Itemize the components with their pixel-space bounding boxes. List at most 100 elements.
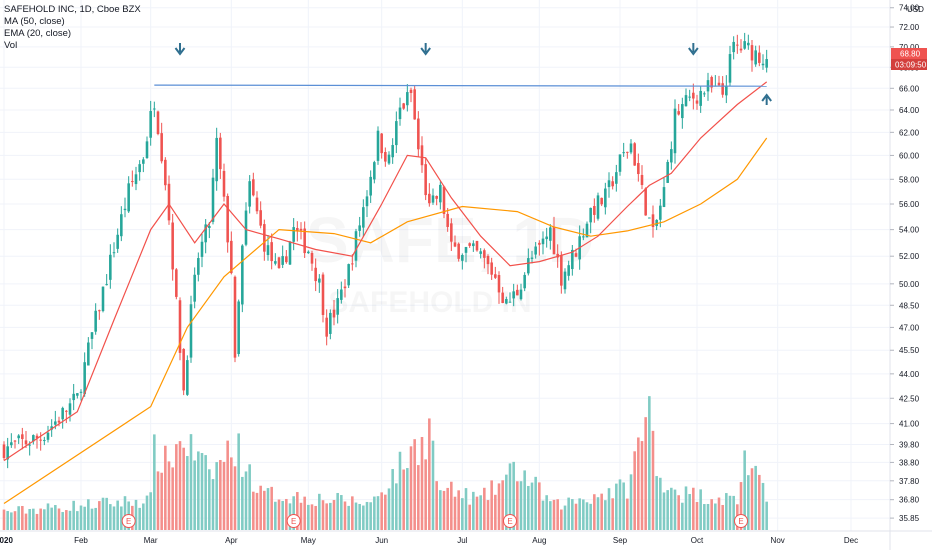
legend-symbol[interactable]: SAFEHOLD INC, 1D, Cboe BZX	[4, 4, 141, 15]
candle-body	[574, 253, 578, 257]
earnings-icon: E	[503, 514, 517, 528]
volume-bar	[391, 469, 394, 530]
candle-body	[310, 252, 314, 264]
candle-body	[189, 304, 193, 358]
candle-body	[215, 137, 218, 182]
price-tick-label: 37.80	[899, 477, 920, 486]
volume-bar	[270, 486, 273, 530]
volume-bar	[519, 481, 523, 530]
price-tick-label: 50.00	[899, 280, 920, 289]
earnings-icon: E	[734, 514, 748, 528]
volume-bar	[340, 495, 343, 530]
price-tick-label: 47.00	[899, 323, 920, 332]
volume-bar	[530, 482, 534, 530]
legend-vol[interactable]: Vol	[4, 40, 18, 51]
volume-bar	[369, 502, 372, 530]
price-tick-label: 44.00	[899, 370, 920, 379]
volume-bar	[105, 497, 108, 530]
volume-bar	[673, 489, 677, 530]
candle-body	[35, 435, 39, 439]
candle-body	[538, 242, 541, 245]
time-tick-label: Oct	[691, 536, 704, 545]
volume-bar	[354, 502, 358, 530]
volume-bar	[200, 453, 204, 530]
volume-bar	[241, 476, 244, 530]
volume-bar	[153, 434, 156, 530]
volume-bar	[358, 503, 361, 530]
candle-body	[57, 420, 61, 423]
candle-body	[376, 130, 380, 161]
time-tick-label: Jun	[375, 536, 388, 545]
volume-bar	[398, 451, 402, 530]
volume-bar	[413, 439, 416, 530]
volume-bar	[13, 511, 17, 530]
price-axis[interactable]: 74.0072.0070.0068.0066.0064.0062.0060.00…	[890, 4, 920, 523]
earnings-label: E	[507, 517, 512, 526]
candle-body	[244, 210, 248, 245]
candle-body	[651, 214, 655, 228]
candle-body	[398, 107, 402, 120]
candle-body	[72, 393, 75, 401]
volume-bar	[611, 498, 614, 530]
candle-body	[303, 228, 306, 254]
volume-bar	[750, 468, 754, 530]
volume-bar	[442, 490, 446, 530]
candle-body	[237, 301, 240, 355]
volume-bar	[395, 483, 398, 530]
volume-bar	[2, 509, 6, 530]
earnings-circle	[503, 514, 517, 528]
volume-bar	[743, 450, 746, 530]
volume-bar	[156, 471, 160, 530]
candle-body	[615, 172, 618, 184]
volume-bar	[76, 511, 79, 530]
volume-bar	[87, 499, 90, 530]
candle-body	[138, 164, 141, 173]
legend-ma[interactable]: MA (50, close)	[4, 16, 65, 27]
watermark: SAFE, 1D SAFEHOLD IN	[306, 204, 594, 319]
volume-bar	[725, 493, 728, 530]
volume-bar	[90, 508, 94, 530]
candle-body	[530, 257, 534, 259]
candle-body	[549, 227, 552, 241]
volume-bar	[706, 503, 710, 530]
candle-body	[508, 301, 512, 303]
candle-body	[725, 85, 728, 96]
volume-bar	[417, 465, 420, 530]
volume-bar	[494, 494, 497, 530]
candle-body	[325, 317, 328, 337]
volume-bar	[310, 504, 314, 530]
volume-bar	[204, 455, 207, 530]
volume-bar	[83, 506, 86, 530]
candle-body	[512, 291, 515, 299]
candle-body	[505, 299, 508, 304]
candle-body	[87, 342, 90, 366]
volume-bar	[380, 492, 383, 530]
candle-body	[428, 193, 431, 204]
volume-bar	[68, 510, 72, 530]
volume-bar	[24, 513, 28, 530]
candle-body	[32, 435, 35, 442]
time-axis[interactable]: 2020 Feb Mar Apr May Jun Jul Aug Sep Oct Nov Dec	[0, 536, 858, 545]
legend-ema[interactable]: EMA (20, close)	[4, 28, 72, 39]
candle-body	[754, 50, 757, 65]
volume-bar	[739, 482, 743, 530]
volume-bar	[208, 469, 211, 530]
price-tick-label: 52.00	[899, 252, 920, 261]
volume-bar	[644, 417, 647, 530]
ma50-line	[3, 137, 768, 505]
candle-body	[541, 238, 545, 245]
candle-body	[761, 63, 765, 66]
candle-body	[142, 159, 145, 164]
volume-bar	[226, 440, 229, 530]
earnings-icon: E	[286, 514, 301, 528]
candle-body	[116, 234, 119, 249]
time-tick-label: 2020	[0, 536, 13, 545]
time-tick-label: Mar	[144, 536, 158, 545]
candle-body	[167, 183, 171, 221]
volume-bar	[545, 495, 548, 530]
candle-body	[39, 439, 42, 441]
price-tick-label: 48.50	[899, 301, 920, 310]
candle-body	[241, 245, 244, 305]
candle-body	[409, 89, 413, 93]
